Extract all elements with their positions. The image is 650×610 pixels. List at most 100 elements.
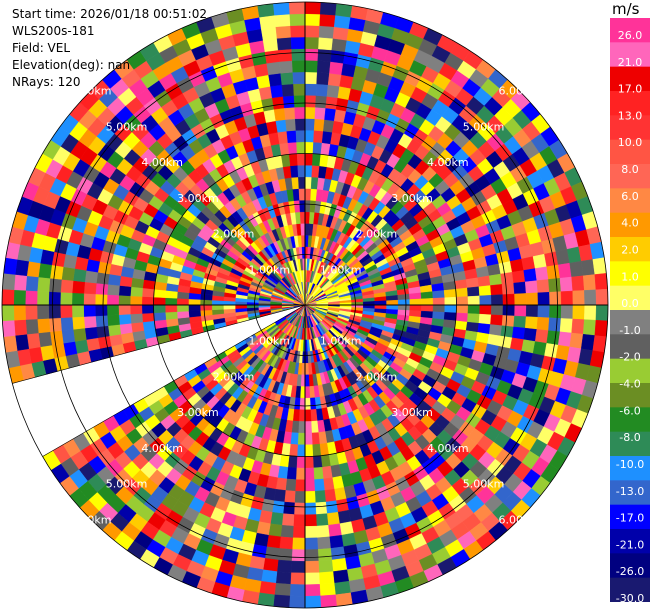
range-gate <box>277 548 293 562</box>
range-gate <box>60 304 73 319</box>
range-gate <box>304 572 320 585</box>
range-gate <box>304 537 319 550</box>
range-gate <box>304 25 320 38</box>
range-gate <box>291 60 306 73</box>
range-gate <box>298 409 306 422</box>
range-gate <box>74 339 89 354</box>
range-gate <box>95 282 109 295</box>
range-gate <box>13 274 28 291</box>
colorbar-swatch <box>610 431 650 457</box>
range-gate <box>2 319 16 337</box>
range-gate <box>281 154 291 168</box>
colorbar-tick-label: 4.0 <box>621 217 639 230</box>
range-gate <box>315 83 329 97</box>
ray <box>304 139 568 306</box>
range-gate <box>106 294 120 306</box>
range-gate <box>276 559 292 573</box>
range-gate <box>271 500 285 514</box>
ray <box>167 27 306 306</box>
range-gate <box>290 25 306 38</box>
range-gate <box>443 288 457 298</box>
range-gate <box>584 304 597 321</box>
nrays-text: NRays: 120 <box>12 75 81 89</box>
range-gate <box>279 142 290 156</box>
range-gate <box>304 1 322 15</box>
range-gate <box>130 313 143 324</box>
range-gate <box>304 397 311 411</box>
range-gate <box>1 304 15 322</box>
range-gate <box>304 514 317 527</box>
ray <box>3 304 306 353</box>
ray <box>273 2 306 306</box>
range-gate <box>263 109 277 123</box>
range-gate <box>107 273 122 286</box>
range-gate <box>299 397 306 411</box>
range-gate <box>319 582 336 597</box>
range-gate <box>304 153 314 166</box>
range-gate <box>330 546 346 561</box>
range-gate <box>332 26 350 41</box>
ray <box>27 167 306 306</box>
range-gate <box>559 276 573 292</box>
range-gate <box>60 279 74 294</box>
range-gate <box>330 49 346 64</box>
range-gate <box>301 234 306 248</box>
range-gate <box>280 524 294 539</box>
range-gate <box>595 288 609 306</box>
range-gate <box>284 490 296 504</box>
range-gate <box>304 362 309 376</box>
ray <box>79 90 306 306</box>
range-gate <box>331 38 348 53</box>
range-gate <box>94 304 108 317</box>
ray <box>79 304 306 520</box>
range-gate <box>309 397 317 410</box>
colorbar-swatch <box>610 529 650 554</box>
colorbar-swatch <box>610 577 650 602</box>
range-gate <box>13 319 28 336</box>
range-ring-label: 4.00km <box>141 156 183 169</box>
range-gate <box>304 409 312 422</box>
range-gate <box>421 304 434 312</box>
range-gate <box>304 549 319 562</box>
range-gate <box>498 261 513 275</box>
range-gate <box>268 72 283 87</box>
ray <box>42 304 306 471</box>
ray <box>257 304 306 607</box>
plot-info: Start time: 2026/01/18 00:51:02 WLS200s-… <box>12 6 207 91</box>
colorbar-swatch <box>610 553 650 579</box>
range-gate <box>2 273 16 291</box>
ray <box>304 304 429 589</box>
range-gate <box>277 48 293 62</box>
range-gate <box>313 118 325 132</box>
colorbar-swatch <box>610 18 650 43</box>
ray <box>196 304 306 594</box>
range-gate <box>48 277 62 293</box>
range-gate <box>294 479 306 492</box>
range-gate <box>291 176 300 190</box>
ray <box>304 304 609 322</box>
range-gate <box>84 326 99 340</box>
range-gate <box>513 281 527 295</box>
range-gate <box>333 487 347 501</box>
range-gate <box>280 71 294 86</box>
range-gate <box>572 290 585 306</box>
range-gate <box>319 442 329 456</box>
ray <box>304 114 551 306</box>
range-gate <box>154 319 168 329</box>
range-gate <box>96 325 110 339</box>
range-gate <box>534 266 549 281</box>
ray <box>304 304 384 602</box>
range-gate <box>315 95 328 109</box>
start-time-text: Start time: 2026/01/18 00:51:02 <box>12 7 207 21</box>
range-gate <box>13 304 26 321</box>
range-gate <box>523 327 538 342</box>
range-gate <box>500 325 514 339</box>
range-gate <box>25 275 39 292</box>
range-gate <box>164 304 178 313</box>
range-gate <box>295 467 306 481</box>
range-gate <box>432 290 445 299</box>
range-gate <box>118 294 131 306</box>
colorbar-swatch <box>610 285 650 311</box>
range-gate <box>49 330 64 346</box>
colorbar-swatch <box>610 358 650 384</box>
